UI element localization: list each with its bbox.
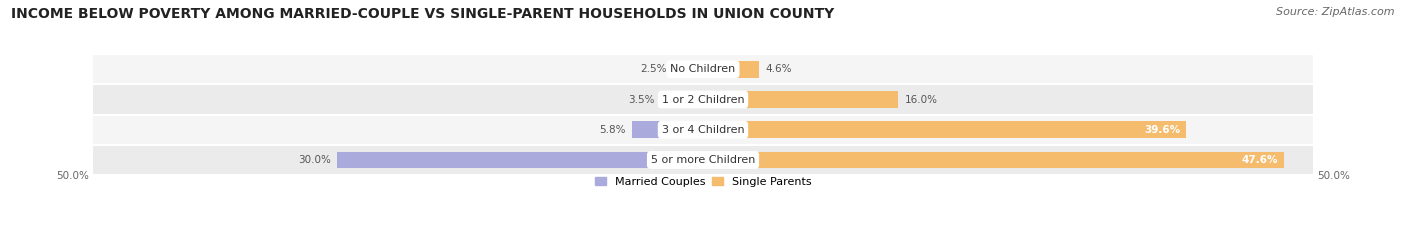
Bar [93, 146, 1313, 174]
Text: INCOME BELOW POVERTY AMONG MARRIED-COUPLE VS SINGLE-PARENT HOUSEHOLDS IN UNION C: INCOME BELOW POVERTY AMONG MARRIED-COUPL… [11, 7, 835, 21]
Text: 5 or more Children: 5 or more Children [651, 155, 755, 165]
Text: 50.0%: 50.0% [56, 171, 89, 181]
Bar [703, 91, 898, 108]
Text: Source: ZipAtlas.com: Source: ZipAtlas.com [1277, 7, 1395, 17]
Text: 4.6%: 4.6% [765, 64, 792, 74]
Text: 2.5%: 2.5% [640, 64, 666, 74]
Bar [93, 55, 1313, 83]
Bar [672, 61, 703, 78]
Text: 3.5%: 3.5% [627, 95, 654, 105]
Text: No Children: No Children [671, 64, 735, 74]
Bar [661, 91, 703, 108]
Text: 3 or 4 Children: 3 or 4 Children [662, 125, 744, 135]
Text: 1 or 2 Children: 1 or 2 Children [662, 95, 744, 105]
Text: 16.0%: 16.0% [904, 95, 938, 105]
Text: 30.0%: 30.0% [298, 155, 330, 165]
Legend: Married Couples, Single Parents: Married Couples, Single Parents [595, 177, 811, 187]
Text: 50.0%: 50.0% [1317, 171, 1350, 181]
Text: 39.6%: 39.6% [1144, 125, 1180, 135]
Bar [703, 121, 1187, 138]
Bar [93, 116, 1313, 144]
Bar [703, 152, 1284, 168]
Text: 5.8%: 5.8% [599, 125, 626, 135]
Bar [633, 121, 703, 138]
Bar [93, 86, 1313, 113]
Bar [703, 61, 759, 78]
Text: 47.6%: 47.6% [1241, 155, 1278, 165]
Bar [337, 152, 703, 168]
